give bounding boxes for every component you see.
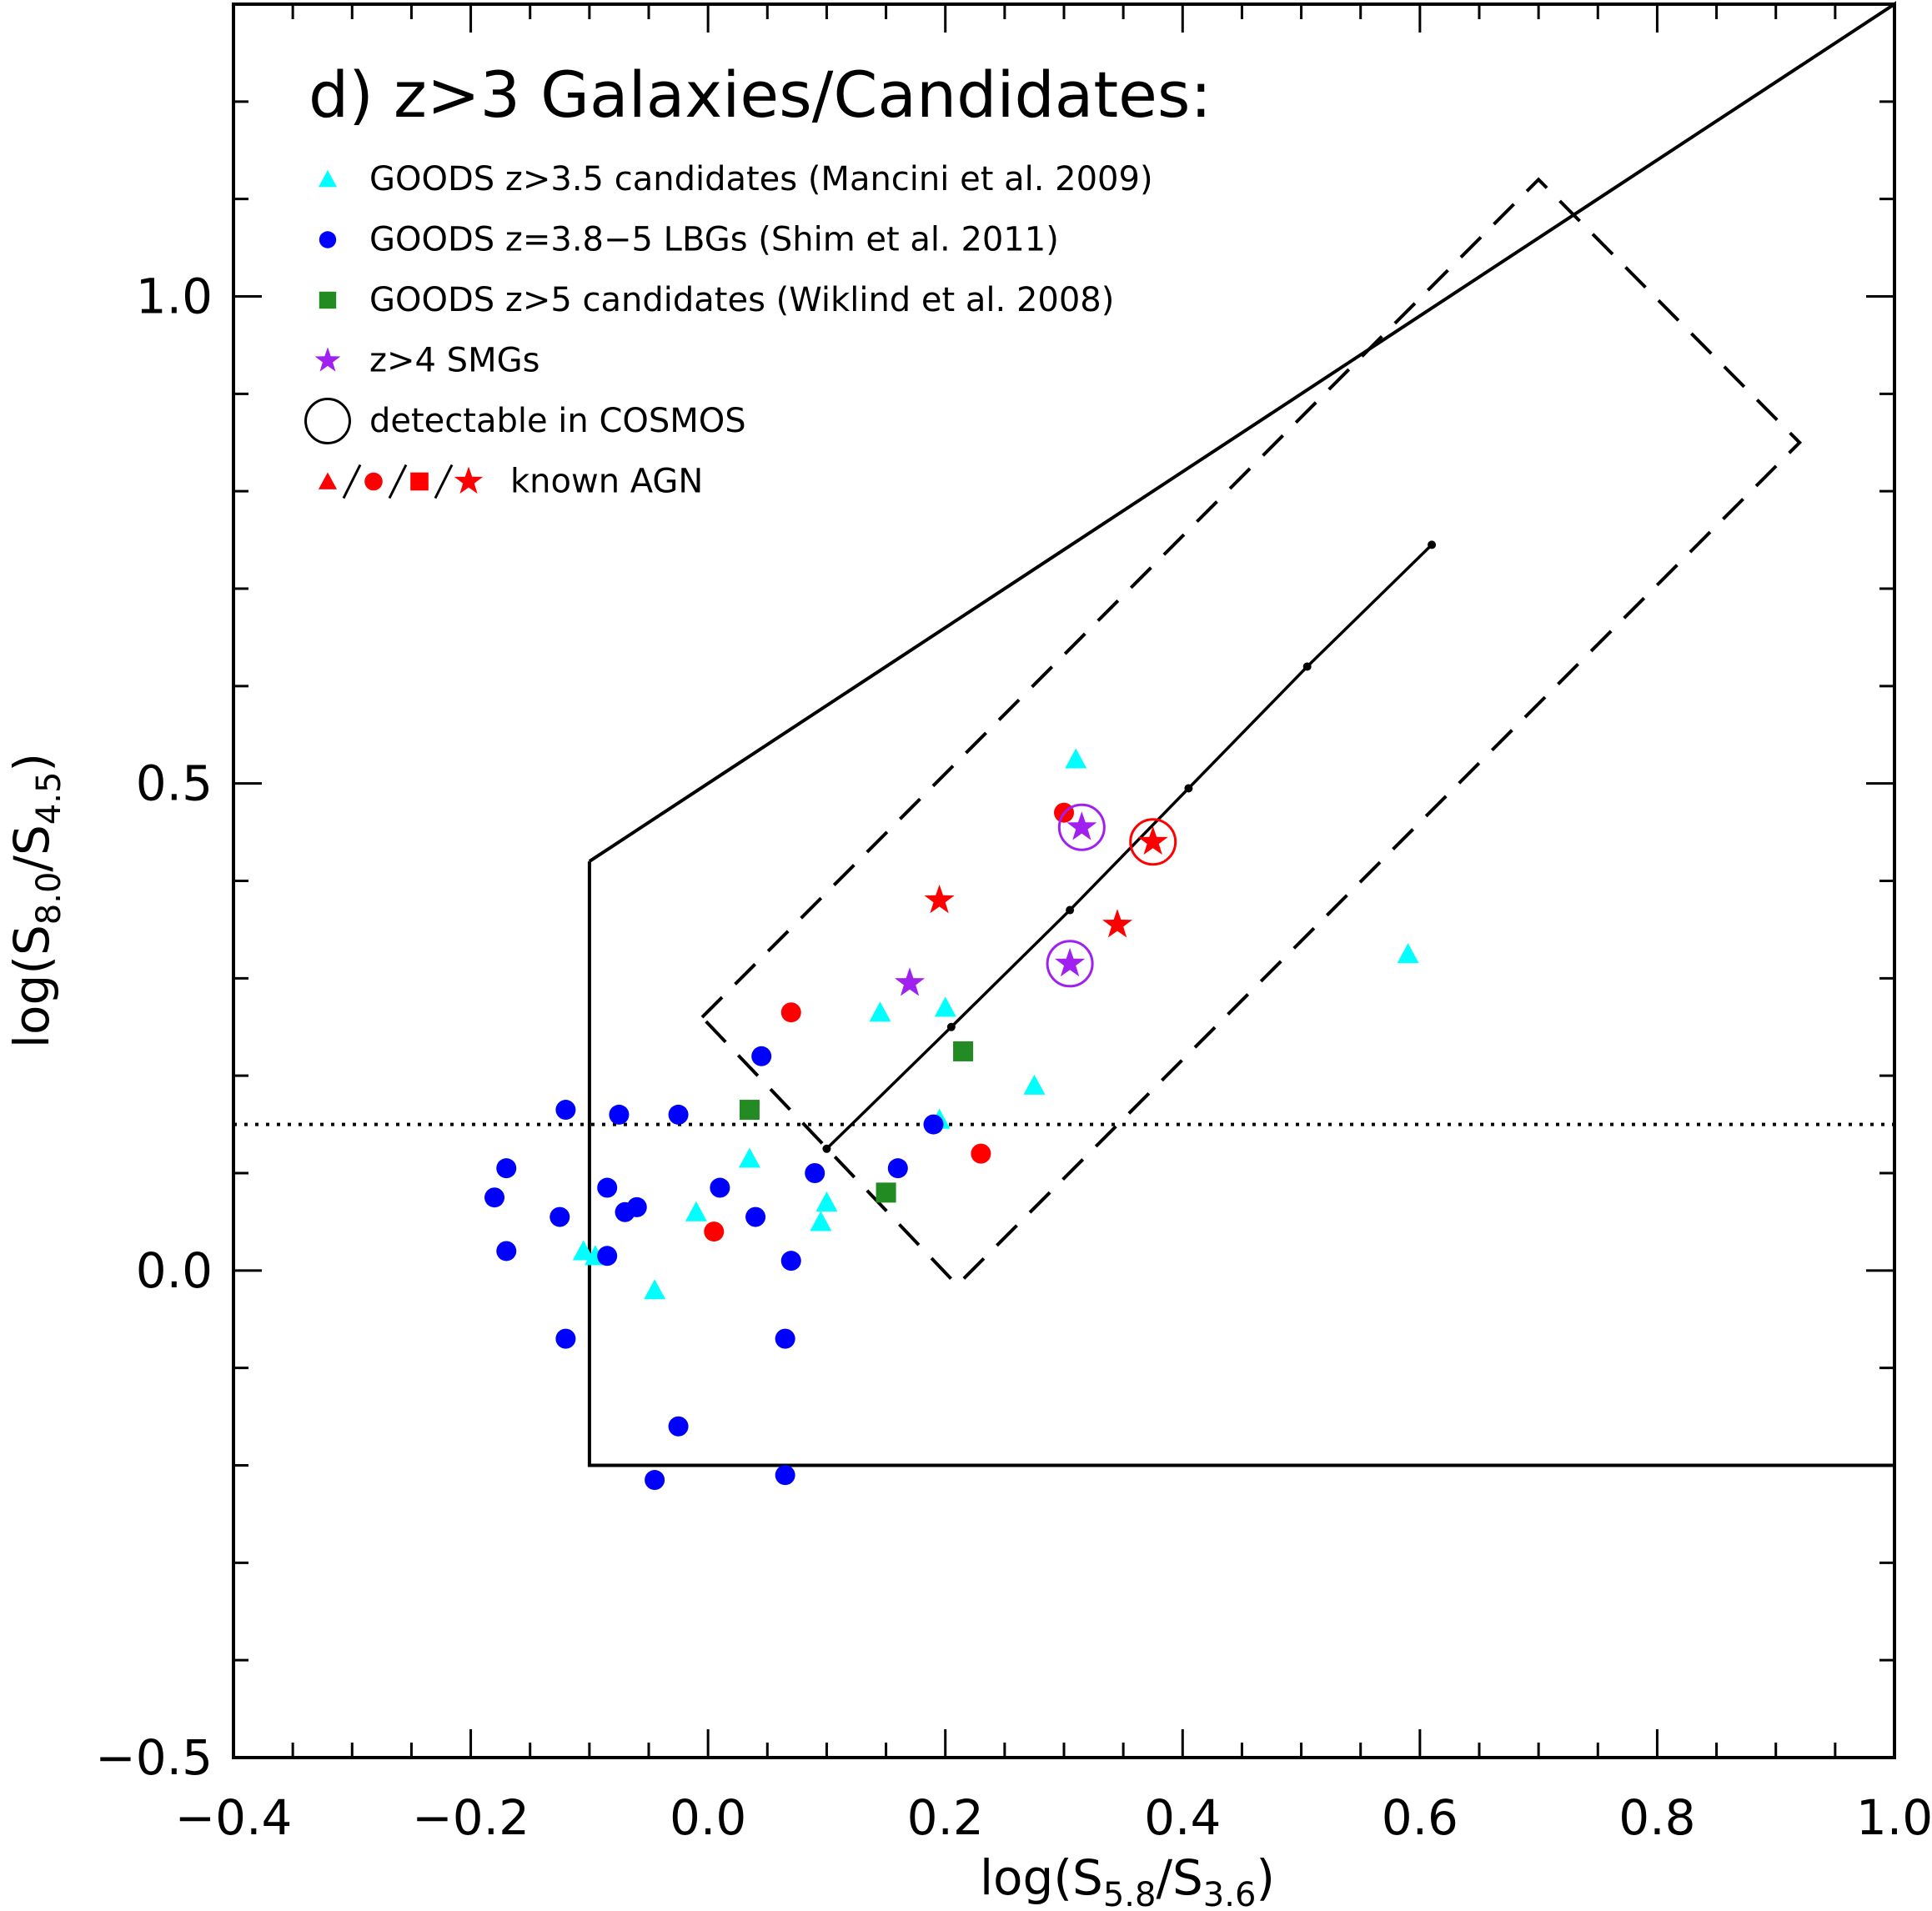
redshift-track-node: [1184, 784, 1193, 793]
data-point: [775, 1465, 795, 1486]
detectable-ring: [1129, 818, 1177, 866]
data-point: [739, 1100, 760, 1121]
data-point: [1023, 1074, 1046, 1095]
legend-label: GOODS z>5 candidates (Wiklind et al. 200…: [369, 281, 1114, 319]
data-point: [1065, 748, 1087, 769]
legend-circle-marker: [364, 472, 383, 491]
plot-frame: [232, 3, 1896, 1759]
legend-marker: [314, 347, 341, 372]
legend-slash: [342, 464, 362, 499]
data-point: [597, 1246, 618, 1266]
legend-marker: [318, 169, 338, 188]
data-point: [549, 1206, 570, 1227]
data-point: [555, 1328, 576, 1349]
x-tick-label: 0.0: [670, 1789, 746, 1846]
data-point: [609, 1104, 630, 1125]
data-point: [745, 1206, 766, 1227]
detectable-ring: [1057, 803, 1106, 851]
redshift-track-node: [822, 1144, 831, 1153]
data-point: [685, 1201, 707, 1221]
redshift-track-line: [825, 544, 1433, 1151]
data-point: [1055, 947, 1086, 977]
x-tick-label: −0.2: [412, 1789, 529, 1846]
y-axis-label: log(S8.0/S4.5): [3, 753, 68, 1048]
legend-triangle-marker: [318, 472, 338, 489]
data-point: [953, 1041, 974, 1061]
data-point: [710, 1177, 730, 1198]
data-point: [923, 1114, 944, 1135]
legend-label: GOODS z>3.5 candidates (Mancini et al. 2…: [369, 160, 1153, 198]
legend-slash: [388, 464, 408, 499]
y-tick-label: −0.5: [95, 1729, 213, 1786]
data-point: [895, 967, 926, 996]
legend-label: known AGN: [510, 463, 703, 501]
data-point: [887, 1158, 908, 1179]
y-tick-label: 0.0: [136, 1242, 213, 1299]
x-tick-label: 1.0: [1856, 1789, 1932, 1846]
data-point: [780, 1002, 801, 1023]
data-point: [1102, 909, 1133, 938]
data-point: [626, 1196, 647, 1217]
legend: GOODS z>3.5 candidates (Mancini et al. 2…: [304, 160, 1153, 501]
data-point: [805, 1163, 825, 1183]
legend-marker: [319, 231, 337, 248]
data-point: [555, 1100, 576, 1121]
legend-label: GOODS z=3.8−5 LBGs (Shim et al. 2011): [369, 221, 1059, 259]
tick-layer: −0.4 −0.2 0.0 0.2 0.4 0.6 0.8 1.0 −0.5 0.0 0.5 1.0: [95, 3, 1932, 1846]
data-point: [496, 1241, 517, 1261]
redshift-track-node: [1066, 905, 1075, 915]
data-point: [775, 1328, 795, 1349]
point-layer: [484, 748, 1419, 1491]
data-point: [1066, 811, 1097, 840]
redshift-track-node: [1302, 662, 1312, 671]
redshift-track-node: [1428, 540, 1437, 549]
redshift-track-node: [946, 1022, 956, 1031]
data-point: [668, 1416, 689, 1437]
data-point: [597, 1177, 618, 1198]
x-tick-label: 0.2: [907, 1789, 984, 1846]
legend-marker: [304, 398, 351, 444]
data-point: [869, 1001, 891, 1022]
legend-slash: [434, 464, 454, 499]
data-point: [484, 1187, 505, 1208]
legend-label: detectable in COSMOS: [369, 402, 746, 440]
data-point: [1397, 943, 1419, 964]
data-point: [644, 1279, 666, 1300]
data-point: [934, 996, 956, 1017]
data-point: [815, 1191, 838, 1212]
data-point: [971, 1143, 991, 1164]
dashed-box-line: [700, 177, 1803, 1288]
data-point: [780, 1251, 801, 1271]
data-point: [810, 1211, 832, 1231]
data-point: [924, 884, 955, 914]
data-point: [496, 1158, 517, 1179]
data-point: [645, 1470, 665, 1491]
chart-title: d) z>3 Galaxies/Candidates:: [309, 58, 1212, 132]
data-point: [751, 1046, 772, 1066]
detectable-ring: [1046, 940, 1094, 988]
x-tick-label: −0.4: [175, 1789, 293, 1846]
y-tick-label: 1.0: [136, 268, 213, 325]
data-point: [572, 1240, 595, 1261]
legend-square-marker: [410, 472, 429, 491]
x-axis-label: log(S5.8/S3.6): [980, 1849, 1275, 1911]
x-tick-label: 0.8: [1618, 1789, 1695, 1846]
data-point: [704, 1221, 725, 1242]
data-point: [1137, 825, 1168, 855]
legend-marker: [319, 291, 337, 309]
y-tick-label: 0.5: [136, 755, 213, 812]
data-point: [738, 1147, 760, 1168]
legend-star-marker: [454, 466, 484, 494]
x-tick-label: 0.4: [1144, 1789, 1221, 1846]
x-tick-label: 0.6: [1382, 1789, 1458, 1846]
data-point: [668, 1104, 689, 1125]
legend-label: z>4 SMGs: [369, 342, 539, 380]
data-point: [876, 1182, 896, 1203]
